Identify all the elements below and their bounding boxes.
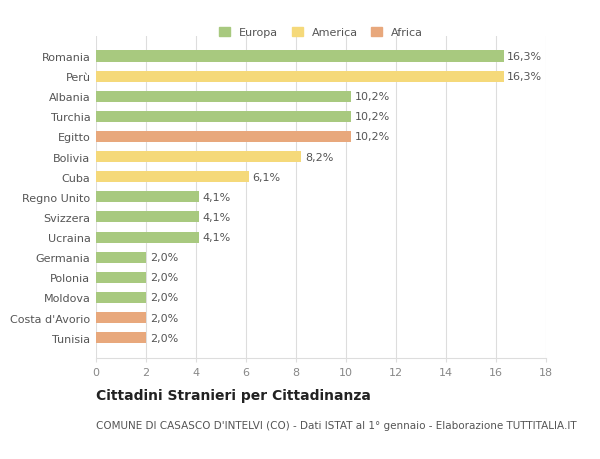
Text: 8,2%: 8,2%: [305, 152, 333, 162]
Text: 16,3%: 16,3%: [507, 52, 542, 62]
Bar: [96, 132, 351, 143]
Bar: [96, 151, 301, 163]
Text: 10,2%: 10,2%: [355, 112, 390, 122]
Text: 2,0%: 2,0%: [150, 273, 178, 283]
Bar: [96, 212, 199, 223]
Text: 6,1%: 6,1%: [252, 172, 280, 182]
Bar: [96, 292, 146, 303]
Text: Cittadini Stranieri per Cittadinanza: Cittadini Stranieri per Cittadinanza: [96, 388, 371, 402]
Bar: [96, 312, 146, 323]
Bar: [96, 112, 351, 123]
Legend: Europa, America, Africa: Europa, America, Africa: [216, 25, 426, 42]
Text: 2,0%: 2,0%: [150, 293, 178, 303]
Bar: [96, 172, 248, 183]
Text: 4,1%: 4,1%: [202, 192, 230, 202]
Bar: [96, 51, 503, 62]
Bar: [96, 332, 146, 343]
Text: 10,2%: 10,2%: [355, 132, 390, 142]
Text: 4,1%: 4,1%: [202, 213, 230, 223]
Text: COMUNE DI CASASCO D'INTELVI (CO) - Dati ISTAT al 1° gennaio - Elaborazione TUTTI: COMUNE DI CASASCO D'INTELVI (CO) - Dati …: [96, 420, 577, 430]
Bar: [96, 232, 199, 243]
Text: 4,1%: 4,1%: [202, 233, 230, 242]
Bar: [96, 252, 146, 263]
Bar: [96, 72, 503, 83]
Bar: [96, 91, 351, 102]
Bar: [96, 272, 146, 283]
Text: 16,3%: 16,3%: [507, 72, 542, 82]
Text: 2,0%: 2,0%: [150, 333, 178, 343]
Text: 10,2%: 10,2%: [355, 92, 390, 102]
Bar: [96, 192, 199, 203]
Text: 2,0%: 2,0%: [150, 252, 178, 263]
Text: 2,0%: 2,0%: [150, 313, 178, 323]
